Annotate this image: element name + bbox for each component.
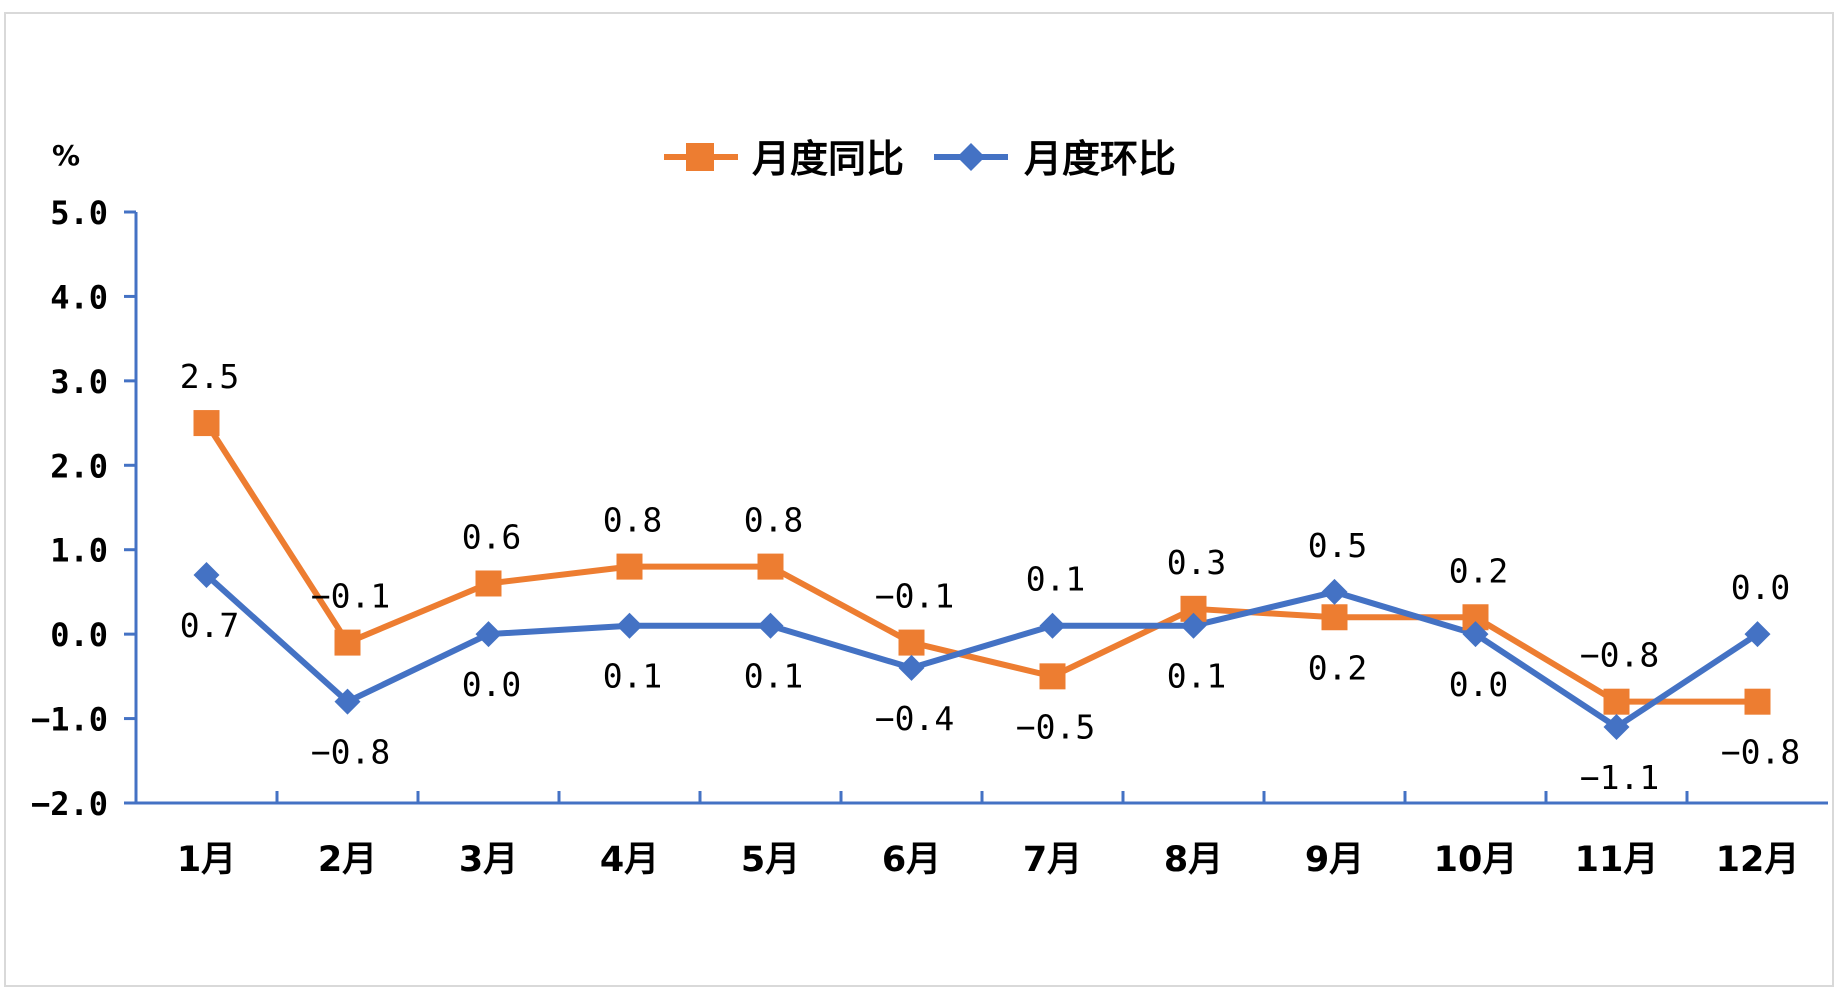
y-axis-unit-label: %	[52, 139, 80, 172]
data-point-yoy	[757, 553, 784, 580]
legend-item-mom: 月度环比	[934, 137, 1176, 181]
y-axis-ticks: 5.0 4.0 3.0 2.0 1.0 0.0 −1.0 −2.0	[31, 194, 136, 823]
data-labels: 2.5 −0.1 0.6 0.8 0.8 −0.1 −0.5 0.3 0.2 0.2 −0.8 −0.…	[180, 357, 1801, 797]
data-label-mom: 0.1	[1026, 560, 1086, 599]
legend-label-yoy: 月度同比	[752, 137, 904, 181]
data-label-mom: 0.5	[1308, 526, 1368, 565]
x-tick-label: 4月	[600, 840, 659, 880]
data-label-yoy: 2.5	[180, 357, 240, 396]
data-label-yoy: −0.8	[1721, 733, 1800, 772]
y-tick-label: 2.0	[50, 447, 108, 485]
data-label-yoy: 0.2	[1308, 648, 1368, 687]
legend-marker-yoy	[686, 143, 714, 171]
x-axis-ticks: 1月 2月 3月 4月 5月 6月 7月 8月 9月 10月 11月 12月	[177, 791, 1800, 880]
data-label-yoy: 0.8	[603, 501, 663, 540]
data-point-yoy	[334, 629, 361, 656]
x-tick-label: 6月	[882, 840, 941, 880]
x-tick-label: 7月	[1023, 840, 1082, 880]
y-tick-label: 4.0	[50, 278, 108, 316]
y-tick-label: 3.0	[50, 363, 108, 401]
data-point-yoy	[193, 410, 220, 437]
data-label-yoy: 0.2	[1449, 551, 1509, 590]
data-label-yoy: −0.1	[311, 577, 390, 616]
series-line-mom	[204, 572, 1760, 731]
y-tick-label: −2.0	[31, 785, 108, 823]
data-label-yoy: 0.6	[462, 517, 522, 556]
legend-marker-mom	[957, 143, 985, 171]
y-tick-label: −1.0	[31, 701, 108, 739]
data-label-mom: −1.1	[1580, 758, 1659, 797]
data-point-mom	[1039, 612, 1066, 639]
y-tick-label: 5.0	[50, 194, 108, 232]
axes	[134, 212, 1828, 805]
y-tick-label: 1.0	[50, 532, 108, 570]
data-point-mom	[1744, 621, 1771, 648]
x-tick-label: 2月	[318, 840, 377, 880]
data-label-mom: −0.4	[875, 699, 954, 738]
data-label-mom: 0.7	[180, 606, 240, 645]
x-tick-label: 12月	[1716, 840, 1800, 880]
x-tick-label: 11月	[1575, 840, 1659, 880]
data-point-mom	[616, 612, 643, 639]
data-label-yoy: 0.8	[744, 501, 804, 540]
data-point-mom	[757, 612, 784, 639]
chart-frame	[4, 12, 1834, 987]
data-point-mom	[193, 562, 220, 589]
legend-label-mom: 月度环比	[1024, 137, 1176, 181]
data-point-yoy	[898, 629, 925, 656]
data-point-yoy	[1039, 663, 1066, 690]
data-point-mom	[1180, 612, 1207, 639]
series-line-yoy	[203, 421, 1758, 705]
data-label-mom: 0.0	[462, 665, 522, 704]
x-tick-label: 9月	[1305, 840, 1364, 880]
data-point-mom	[334, 688, 361, 715]
data-point-mom	[1321, 578, 1348, 605]
data-label-yoy: 0.3	[1167, 543, 1227, 582]
data-label-mom: 0.1	[1167, 657, 1227, 696]
data-point-yoy	[616, 553, 643, 580]
data-label-yoy: −0.1	[875, 577, 954, 616]
legend-item-yoy: 月度同比	[664, 137, 904, 181]
data-label-mom: −0.8	[311, 733, 390, 772]
y-tick-label: 0.0	[50, 616, 108, 654]
x-tick-label: 5月	[741, 840, 800, 880]
data-label-mom: 0.0	[1449, 665, 1509, 704]
data-point-mom	[1462, 621, 1489, 648]
data-label-mom: 0.1	[744, 657, 804, 696]
data-point-yoy	[1603, 688, 1630, 715]
data-point-mom	[1603, 714, 1630, 741]
legend: 月度同比 月度环比	[664, 137, 1176, 181]
data-point-mom	[898, 654, 925, 681]
data-label-mom: 0.0	[1731, 568, 1791, 607]
series-lines	[203, 421, 1760, 731]
data-point-yoy	[1321, 604, 1348, 631]
data-point-yoy	[475, 570, 502, 597]
data-label-mom: 0.1	[603, 657, 663, 696]
x-tick-label: 1月	[177, 840, 236, 880]
x-tick-label: 10月	[1434, 840, 1518, 880]
data-label-yoy: −0.8	[1580, 636, 1659, 675]
data-point-mom	[475, 621, 502, 648]
data-label-yoy: −0.5	[1016, 707, 1095, 746]
series-markers	[193, 410, 1771, 741]
x-tick-label: 8月	[1164, 840, 1223, 880]
data-point-yoy	[1744, 688, 1771, 715]
x-tick-label: 3月	[459, 840, 518, 880]
